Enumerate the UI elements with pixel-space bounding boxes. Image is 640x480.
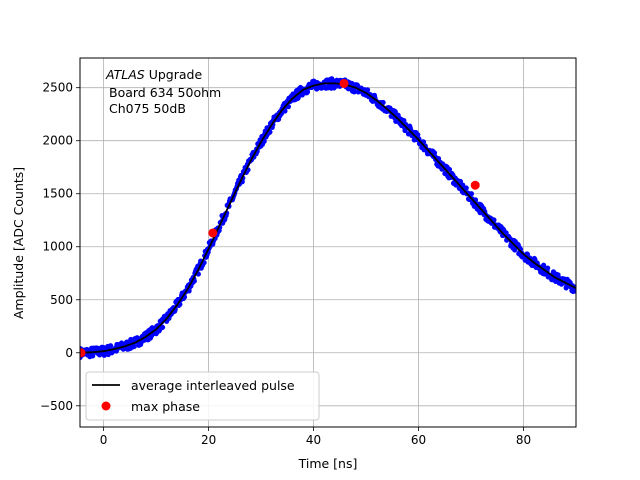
sample-point	[304, 89, 311, 95]
sample-point	[463, 185, 469, 191]
sample-point	[131, 343, 137, 350]
annotation-line2: Board 634 50ohm	[109, 85, 221, 100]
sample-point	[446, 166, 453, 173]
ticks: 0 20 40 60 80 −500 0 500 1000 1500 2000 2500	[40, 81, 531, 447]
x-tick-label: 0	[100, 433, 108, 447]
max-phase-point	[80, 348, 86, 358]
sample-point	[415, 132, 421, 138]
series-group	[80, 76, 576, 361]
y-tick-label: 2000	[42, 134, 73, 148]
x-tick-label: 80	[516, 433, 531, 447]
max-phase-point	[208, 228, 218, 238]
annotation-line1: ATLAS Upgrade	[105, 67, 202, 82]
legend-marker-max-phase	[101, 401, 111, 411]
y-tick-label: −500	[40, 399, 73, 413]
x-axis-label: Time [ns]	[298, 456, 358, 471]
x-tick-label: 20	[201, 433, 216, 447]
y-axis-label: Amplitude [ADC Counts]	[11, 167, 26, 319]
y-tick-label: 500	[50, 293, 73, 307]
legend: average interleaved pulse max phase	[85, 371, 320, 421]
y-tick-label: 1000	[42, 240, 73, 254]
sample-point	[351, 89, 357, 95]
y-tick-label: 2500	[42, 81, 73, 95]
annotation-line3: Ch075 50dB	[109, 101, 186, 116]
sample-point	[364, 87, 371, 93]
sample-point	[282, 108, 288, 114]
x-tick-label: 60	[411, 433, 426, 447]
average-pulse-line	[80, 82, 576, 354]
max-phase-point	[470, 180, 480, 190]
legend-label-average: average interleaved pulse	[131, 378, 295, 393]
legend-box	[85, 371, 320, 421]
sample-point	[431, 150, 438, 156]
plot-area	[80, 76, 576, 361]
legend-label-max-phase: max phase	[131, 399, 200, 414]
sample-point	[159, 324, 166, 330]
sample-point	[545, 265, 551, 271]
sample-point	[468, 191, 475, 197]
y-tick-label: 0	[65, 346, 73, 360]
max-phase-point	[339, 78, 349, 88]
axes-frame	[79, 57, 577, 428]
x-tick-label: 40	[306, 433, 321, 447]
y-tick-label: 1500	[42, 187, 73, 201]
